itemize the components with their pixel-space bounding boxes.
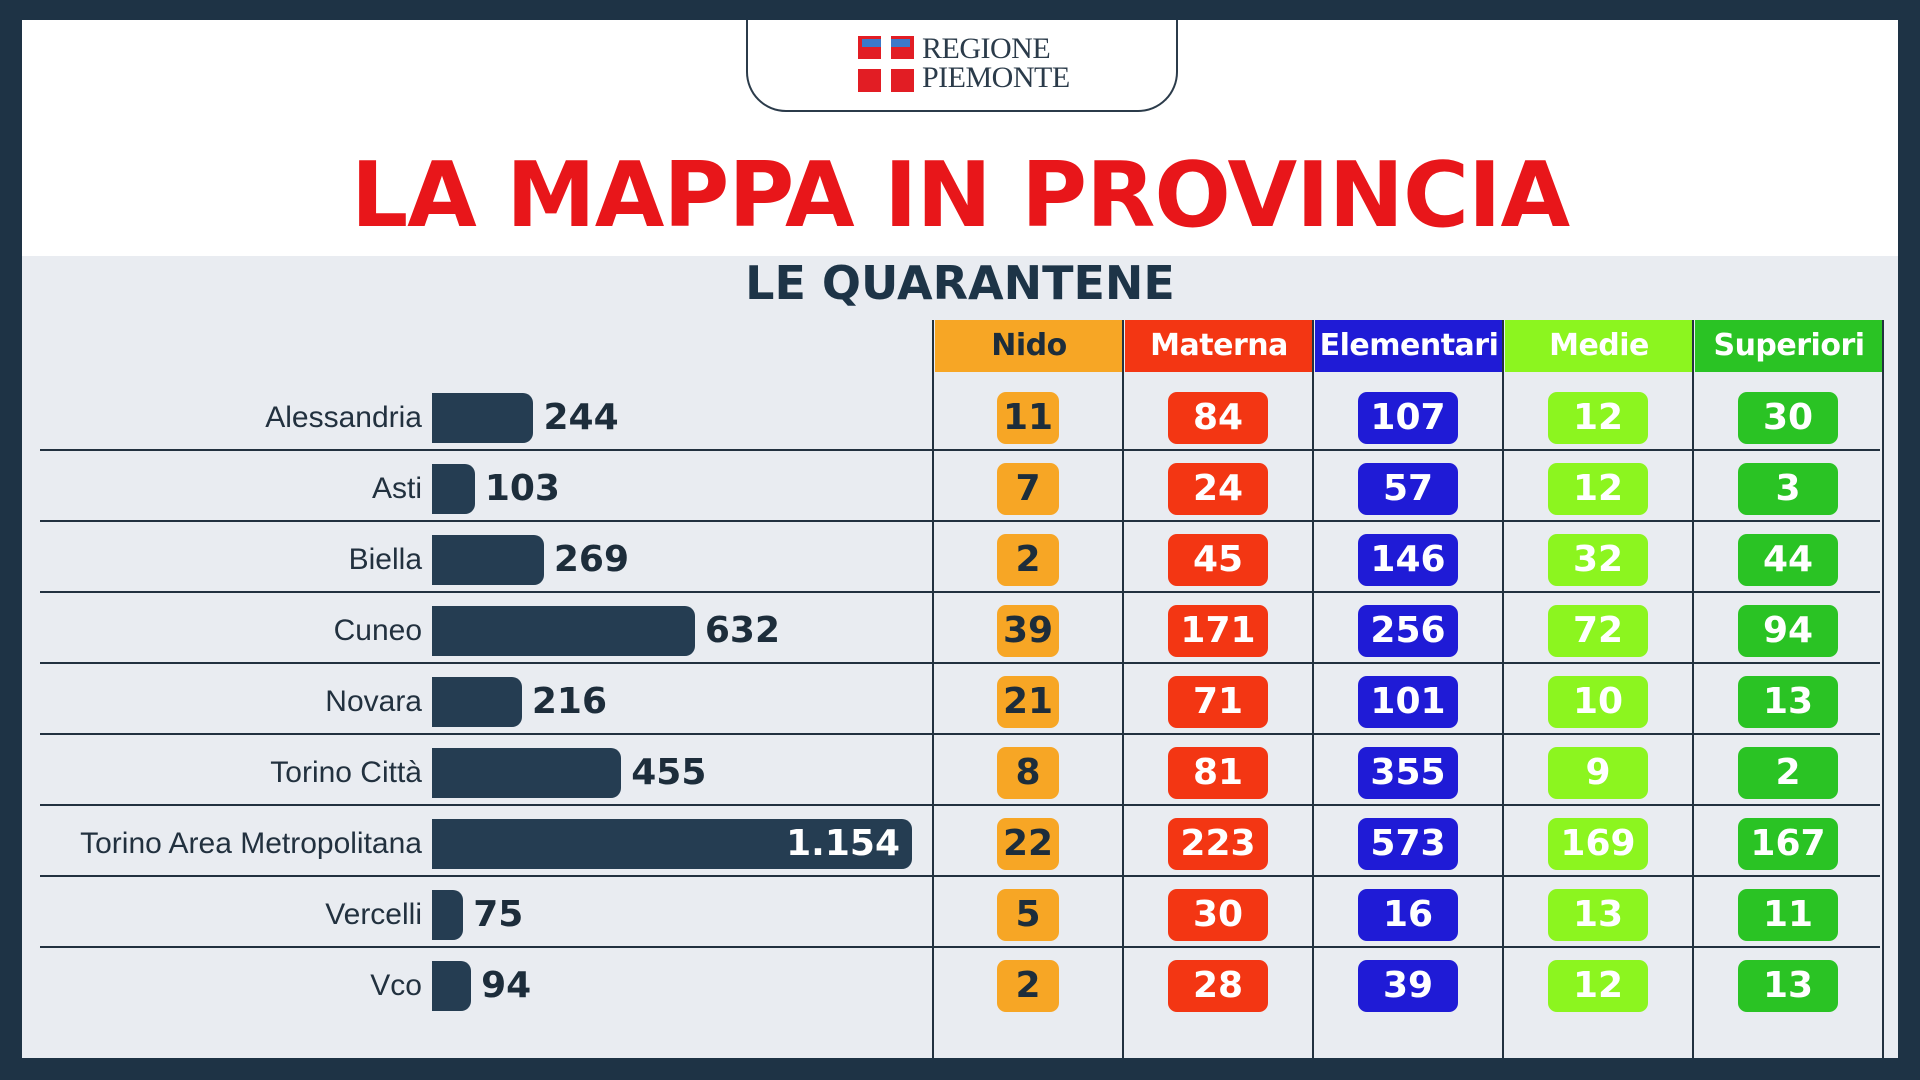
total-value-label: 94 [481, 965, 532, 1006]
value-pill-nido: 8 [997, 747, 1059, 799]
column-divider [1312, 320, 1314, 1058]
value-pill-superiori: 2 [1738, 747, 1838, 799]
piemonte-cross-logo-icon [858, 36, 914, 92]
total-bar [432, 464, 475, 514]
value-pill-superiori: 13 [1738, 960, 1838, 1012]
logo-text: REGIONE PIEMONTE [922, 32, 1070, 94]
row-divider [40, 875, 1880, 877]
infographic-frame: REGIONE PIEMONTE LA MAPPA IN PROVINCIA L… [22, 20, 1898, 1058]
value-pill-nido: 2 [997, 960, 1059, 1012]
value-pill-medie: 9 [1548, 747, 1648, 799]
value-pill-nido: 11 [997, 392, 1059, 444]
value-pill-nido: 5 [997, 889, 1059, 941]
value-pill-elementari: 256 [1358, 605, 1458, 657]
value-pill-elementari: 16 [1358, 889, 1458, 941]
logo-line-2: PIEMONTE [922, 61, 1070, 94]
province-label: Torino Città [270, 756, 422, 789]
total-value-label: 103 [484, 468, 560, 509]
value-pill-elementari: 39 [1358, 960, 1458, 1012]
row-divider [40, 520, 1880, 522]
value-pill-superiori: 44 [1738, 534, 1838, 586]
total-value-label: 455 [631, 752, 707, 793]
value-pill-materna: 45 [1168, 534, 1268, 586]
value-pill-materna: 24 [1168, 463, 1268, 515]
value-pill-elementari: 573 [1358, 818, 1458, 870]
column-header-medie: Medie [1505, 320, 1693, 372]
column-header-materna: Materna [1125, 320, 1313, 372]
value-pill-nido: 2 [997, 534, 1059, 586]
value-pill-materna: 71 [1168, 676, 1268, 728]
total-value-label: 269 [553, 539, 630, 580]
chart-subtitle: LE QUARANTENE [745, 256, 1175, 310]
value-pill-superiori: 3 [1738, 463, 1838, 515]
value-pill-materna: 84 [1168, 392, 1268, 444]
value-pill-elementari: 146 [1358, 534, 1458, 586]
column-divider [1692, 320, 1694, 1058]
value-pill-medie: 13 [1548, 889, 1648, 941]
page-title: LA MAPPA IN PROVINCIA [350, 143, 1570, 248]
value-pill-superiori: 30 [1738, 392, 1838, 444]
row-divider [40, 733, 1880, 735]
row-divider [40, 449, 1880, 451]
province-label: Cuneo [333, 614, 422, 647]
value-pill-elementari: 107 [1358, 392, 1458, 444]
province-label: Vercelli [325, 898, 422, 931]
value-pill-medie: 12 [1548, 463, 1648, 515]
province-label: Alessandria [265, 401, 422, 434]
column-divider [1502, 320, 1504, 1058]
value-pill-materna: 28 [1168, 960, 1268, 1012]
logo-tab [746, 20, 1178, 112]
total-bar [432, 677, 522, 727]
total-value-label: 1.154 [786, 823, 900, 864]
value-pill-medie: 10 [1548, 676, 1648, 728]
value-pill-medie: 72 [1548, 605, 1648, 657]
column-divider [932, 320, 934, 1058]
total-value-label: 632 [704, 610, 781, 651]
row-divider [40, 804, 1880, 806]
total-bar [432, 890, 464, 940]
value-pill-superiori: 13 [1738, 676, 1838, 728]
province-label: Asti [371, 472, 422, 505]
value-pill-superiori: 94 [1738, 605, 1838, 657]
column-divider [1122, 320, 1124, 1058]
column-header-elementari: Elementari [1315, 320, 1503, 372]
value-pill-nido: 39 [997, 605, 1059, 657]
row-divider [40, 662, 1880, 664]
value-pill-materna: 30 [1168, 889, 1268, 941]
value-pill-materna: 81 [1168, 747, 1268, 799]
value-pill-elementari: 355 [1358, 747, 1458, 799]
province-label: Torino Area Metropolitana [80, 827, 422, 860]
value-pill-elementari: 101 [1358, 676, 1458, 728]
total-bar [432, 819, 912, 869]
province-label: Novara [325, 685, 422, 718]
total-bar [432, 748, 622, 798]
value-pill-nido: 21 [997, 676, 1059, 728]
value-pill-medie: 12 [1548, 960, 1648, 1012]
value-pill-nido: 7 [997, 463, 1059, 515]
total-bar [432, 535, 544, 585]
row-divider [40, 591, 1880, 593]
total-value-label: 75 [473, 894, 524, 935]
row-divider [40, 946, 1880, 948]
total-bar [432, 393, 534, 443]
total-value-label: 216 [531, 681, 607, 722]
province-label: Vco [370, 969, 422, 1002]
total-bar [432, 606, 695, 656]
total-value-label: 244 [543, 397, 619, 438]
column-header-superiori: Superiori [1695, 320, 1883, 372]
column-divider [1882, 320, 1884, 1058]
value-pill-superiori: 11 [1738, 889, 1838, 941]
value-pill-nido: 22 [997, 818, 1059, 870]
column-header-nido: Nido [935, 320, 1123, 372]
value-pill-medie: 169 [1548, 818, 1648, 870]
value-pill-medie: 12 [1548, 392, 1648, 444]
value-pill-medie: 32 [1548, 534, 1648, 586]
logo-line-1: REGIONE [922, 32, 1051, 65]
value-pill-materna: 223 [1168, 818, 1268, 870]
value-pill-elementari: 57 [1358, 463, 1458, 515]
total-bar [432, 961, 472, 1011]
value-pill-materna: 171 [1168, 605, 1268, 657]
province-label: Biella [348, 543, 422, 576]
value-pill-superiori: 167 [1738, 818, 1838, 870]
